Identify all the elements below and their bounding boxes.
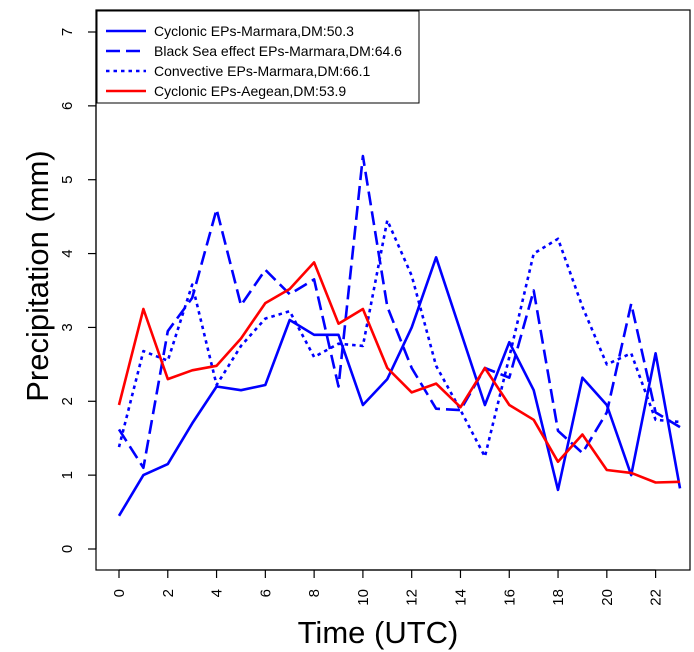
x-tick-label-4: 4 xyxy=(209,589,226,597)
y-tick-label-0: 0 xyxy=(59,545,76,553)
legend-label-3: Cyclonic EPs-Aegean,DM:53.9 xyxy=(154,83,346,99)
y-tick-label-4: 4 xyxy=(59,249,76,257)
series-line-0 xyxy=(117,255,682,517)
x-tick-label-16: 16 xyxy=(501,589,518,606)
y-tick-label-7: 7 xyxy=(59,28,76,36)
x-tick-label-0: 0 xyxy=(111,589,128,597)
x-tick-label-8: 8 xyxy=(306,589,323,597)
series-layer xyxy=(117,154,682,517)
legend-label-1: Black Sea effect EPs-Marmara,DM:64.6 xyxy=(154,43,402,59)
x-tick-label-14: 14 xyxy=(452,589,469,606)
y-tick-label-3: 3 xyxy=(59,323,76,331)
y-tick-label-6: 6 xyxy=(59,102,76,110)
x-axis: 0 2 4 6 8 10 12 14 16 18 20 22 xyxy=(111,569,665,606)
x-tick-label-2: 2 xyxy=(160,589,177,597)
x-axis-title: Time (UTC) xyxy=(298,615,459,650)
y-axis-title: Precipitation (mm) xyxy=(20,150,55,402)
legend-label-2: Convective EPs-Marmara,DM:66.1 xyxy=(154,63,371,79)
x-tick-label-6: 6 xyxy=(257,589,274,597)
legend-box xyxy=(96,10,420,104)
series-line-3 xyxy=(117,261,681,484)
x-tick-label-18: 18 xyxy=(550,589,567,606)
y-tick-label-5: 5 xyxy=(59,176,76,184)
x-tick-label-10: 10 xyxy=(355,589,372,606)
y-tick-label-2: 2 xyxy=(59,397,76,405)
series-line-1 xyxy=(117,154,681,470)
legend: Cyclonic EPs-Marmara,DM:50.3 Black Sea ef… xyxy=(96,10,420,104)
y-tick-label-1: 1 xyxy=(59,471,76,479)
y-axis: 0 1 2 3 4 5 6 7 xyxy=(59,28,97,553)
x-tick-label-20: 20 xyxy=(599,589,616,606)
series-line-2 xyxy=(117,219,681,459)
x-tick-label-12: 12 xyxy=(404,589,421,606)
legend-label-0: Cyclonic EPs-Marmara,DM:50.3 xyxy=(154,23,354,39)
x-tick-label-22: 22 xyxy=(648,589,665,606)
